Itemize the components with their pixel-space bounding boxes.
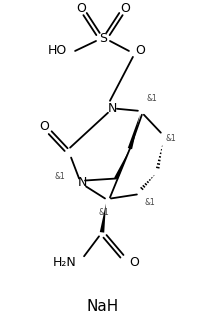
Text: &1: &1 [144,198,154,207]
Text: S: S [98,33,107,45]
Text: O: O [76,2,86,14]
Text: &1: &1 [146,94,156,103]
Text: N: N [77,176,86,189]
Polygon shape [127,115,139,149]
Polygon shape [99,203,105,233]
Text: O: O [128,256,138,269]
Text: O: O [134,44,144,57]
Text: HO: HO [48,44,67,57]
Text: O: O [39,120,49,133]
Polygon shape [114,149,129,179]
Text: &1: &1 [55,172,65,181]
Text: O: O [119,2,129,14]
Text: &1: &1 [165,134,175,143]
Text: N: N [107,102,116,115]
Text: H₂N: H₂N [52,256,76,269]
Text: &1: &1 [98,208,109,217]
Text: NaH: NaH [87,299,118,313]
